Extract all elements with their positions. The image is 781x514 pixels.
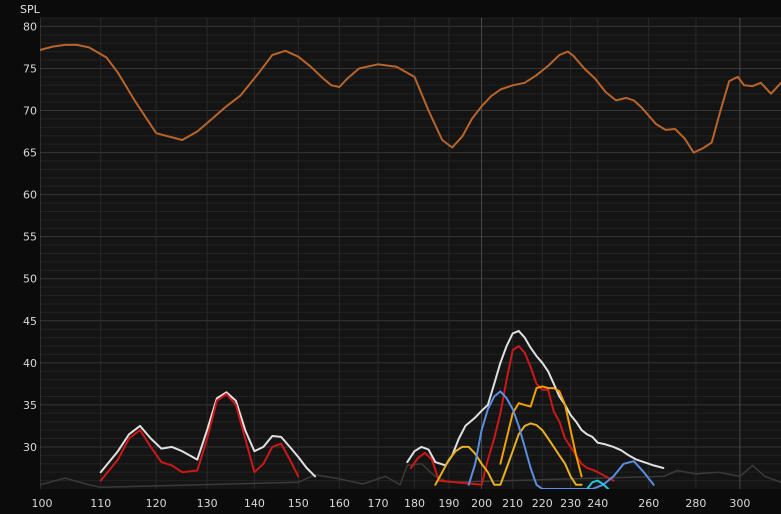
y-tick-label: 75 <box>23 62 37 75</box>
x-tick-label: 240 <box>587 497 608 510</box>
y-axis-strip <box>0 0 40 514</box>
x-tick-label: 130 <box>197 497 218 510</box>
y-tick-label: 60 <box>23 189 37 202</box>
series-line-0 <box>39 43 781 154</box>
major-grid <box>39 18 781 489</box>
x-tick-label: 180 <box>404 497 425 510</box>
y-tick-label: 35 <box>23 399 37 412</box>
x-tick-label: 160 <box>329 497 350 510</box>
x-tick-label: 120 <box>146 497 167 510</box>
y-tick-label: 45 <box>23 315 37 328</box>
series-line-8 <box>586 479 610 490</box>
x-tick-label: 190 <box>438 497 459 510</box>
x-tick-label: 170 <box>368 497 389 510</box>
series-line-4 <box>409 345 615 486</box>
series-line-3 <box>406 329 665 469</box>
y-tick-label: 70 <box>23 105 37 118</box>
y-tick-label: 80 <box>23 20 37 33</box>
y-tick-label: 40 <box>23 357 37 370</box>
x-tick-label: 230 <box>560 497 581 510</box>
x-tick-label: 110 <box>90 497 111 510</box>
series-line-7 <box>467 390 655 490</box>
y-axis-ticks: 30 35 40 45 50 55 60 65 70 75 80 <box>23 20 37 454</box>
y-axis-label: SPL <box>20 3 41 16</box>
y-tick-label: 65 <box>23 147 37 160</box>
x-tick-label: 200 <box>471 497 492 510</box>
y-tick-label: 30 <box>23 441 37 454</box>
x-tick-label: 210 <box>502 497 523 510</box>
y-tick-label: 55 <box>23 231 37 244</box>
minor-grid <box>40 17 781 482</box>
series-line-2 <box>99 393 300 482</box>
y-tick-label: 50 <box>23 273 37 286</box>
x-tick-label: 280 <box>685 497 706 510</box>
x-tick-label: 150 <box>288 497 309 510</box>
x-axis-strip <box>0 489 781 514</box>
x-tick-label: 260 <box>638 497 659 510</box>
x-tick-label: 300 <box>729 497 750 510</box>
x-axis-ticks: 100 110 120 130 140 150 160 170 180 190 200 210 220 2… <box>32 497 751 510</box>
series-line-6 <box>499 385 583 478</box>
x-tick-label: 100 <box>32 497 53 510</box>
series-line-5 <box>434 422 583 486</box>
x-tick-label: 140 <box>244 497 265 510</box>
x-tick-label: 220 <box>532 497 553 510</box>
series-line-1 <box>99 391 317 478</box>
